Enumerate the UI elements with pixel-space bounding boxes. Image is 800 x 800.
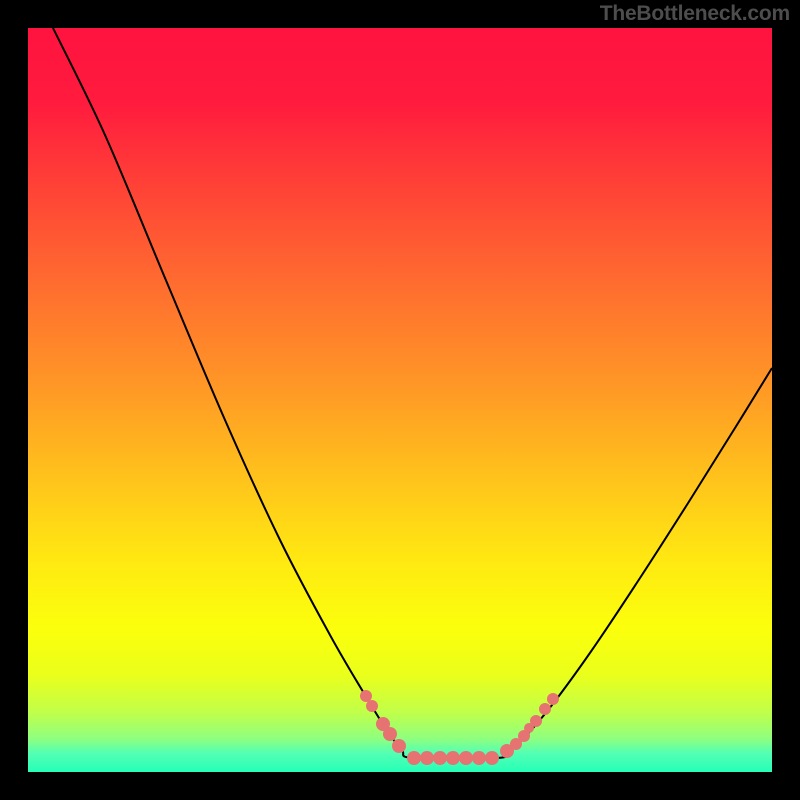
data-marker bbox=[407, 751, 421, 765]
data-marker bbox=[420, 751, 434, 765]
data-marker bbox=[383, 727, 397, 741]
data-marker bbox=[472, 751, 486, 765]
data-marker bbox=[530, 715, 542, 727]
data-marker bbox=[360, 690, 372, 702]
data-marker bbox=[392, 739, 406, 753]
bottleneck-curve-chart bbox=[0, 0, 800, 800]
watermark-text: TheBottleneck.com bbox=[600, 2, 790, 26]
data-marker bbox=[539, 703, 551, 715]
data-marker bbox=[366, 700, 378, 712]
data-marker bbox=[446, 751, 460, 765]
data-marker bbox=[485, 751, 499, 765]
data-marker bbox=[459, 751, 473, 765]
data-marker bbox=[433, 751, 447, 765]
gradient-background bbox=[28, 28, 772, 772]
data-marker bbox=[547, 693, 559, 705]
chart-frame: TheBottleneck.com bbox=[0, 0, 800, 800]
